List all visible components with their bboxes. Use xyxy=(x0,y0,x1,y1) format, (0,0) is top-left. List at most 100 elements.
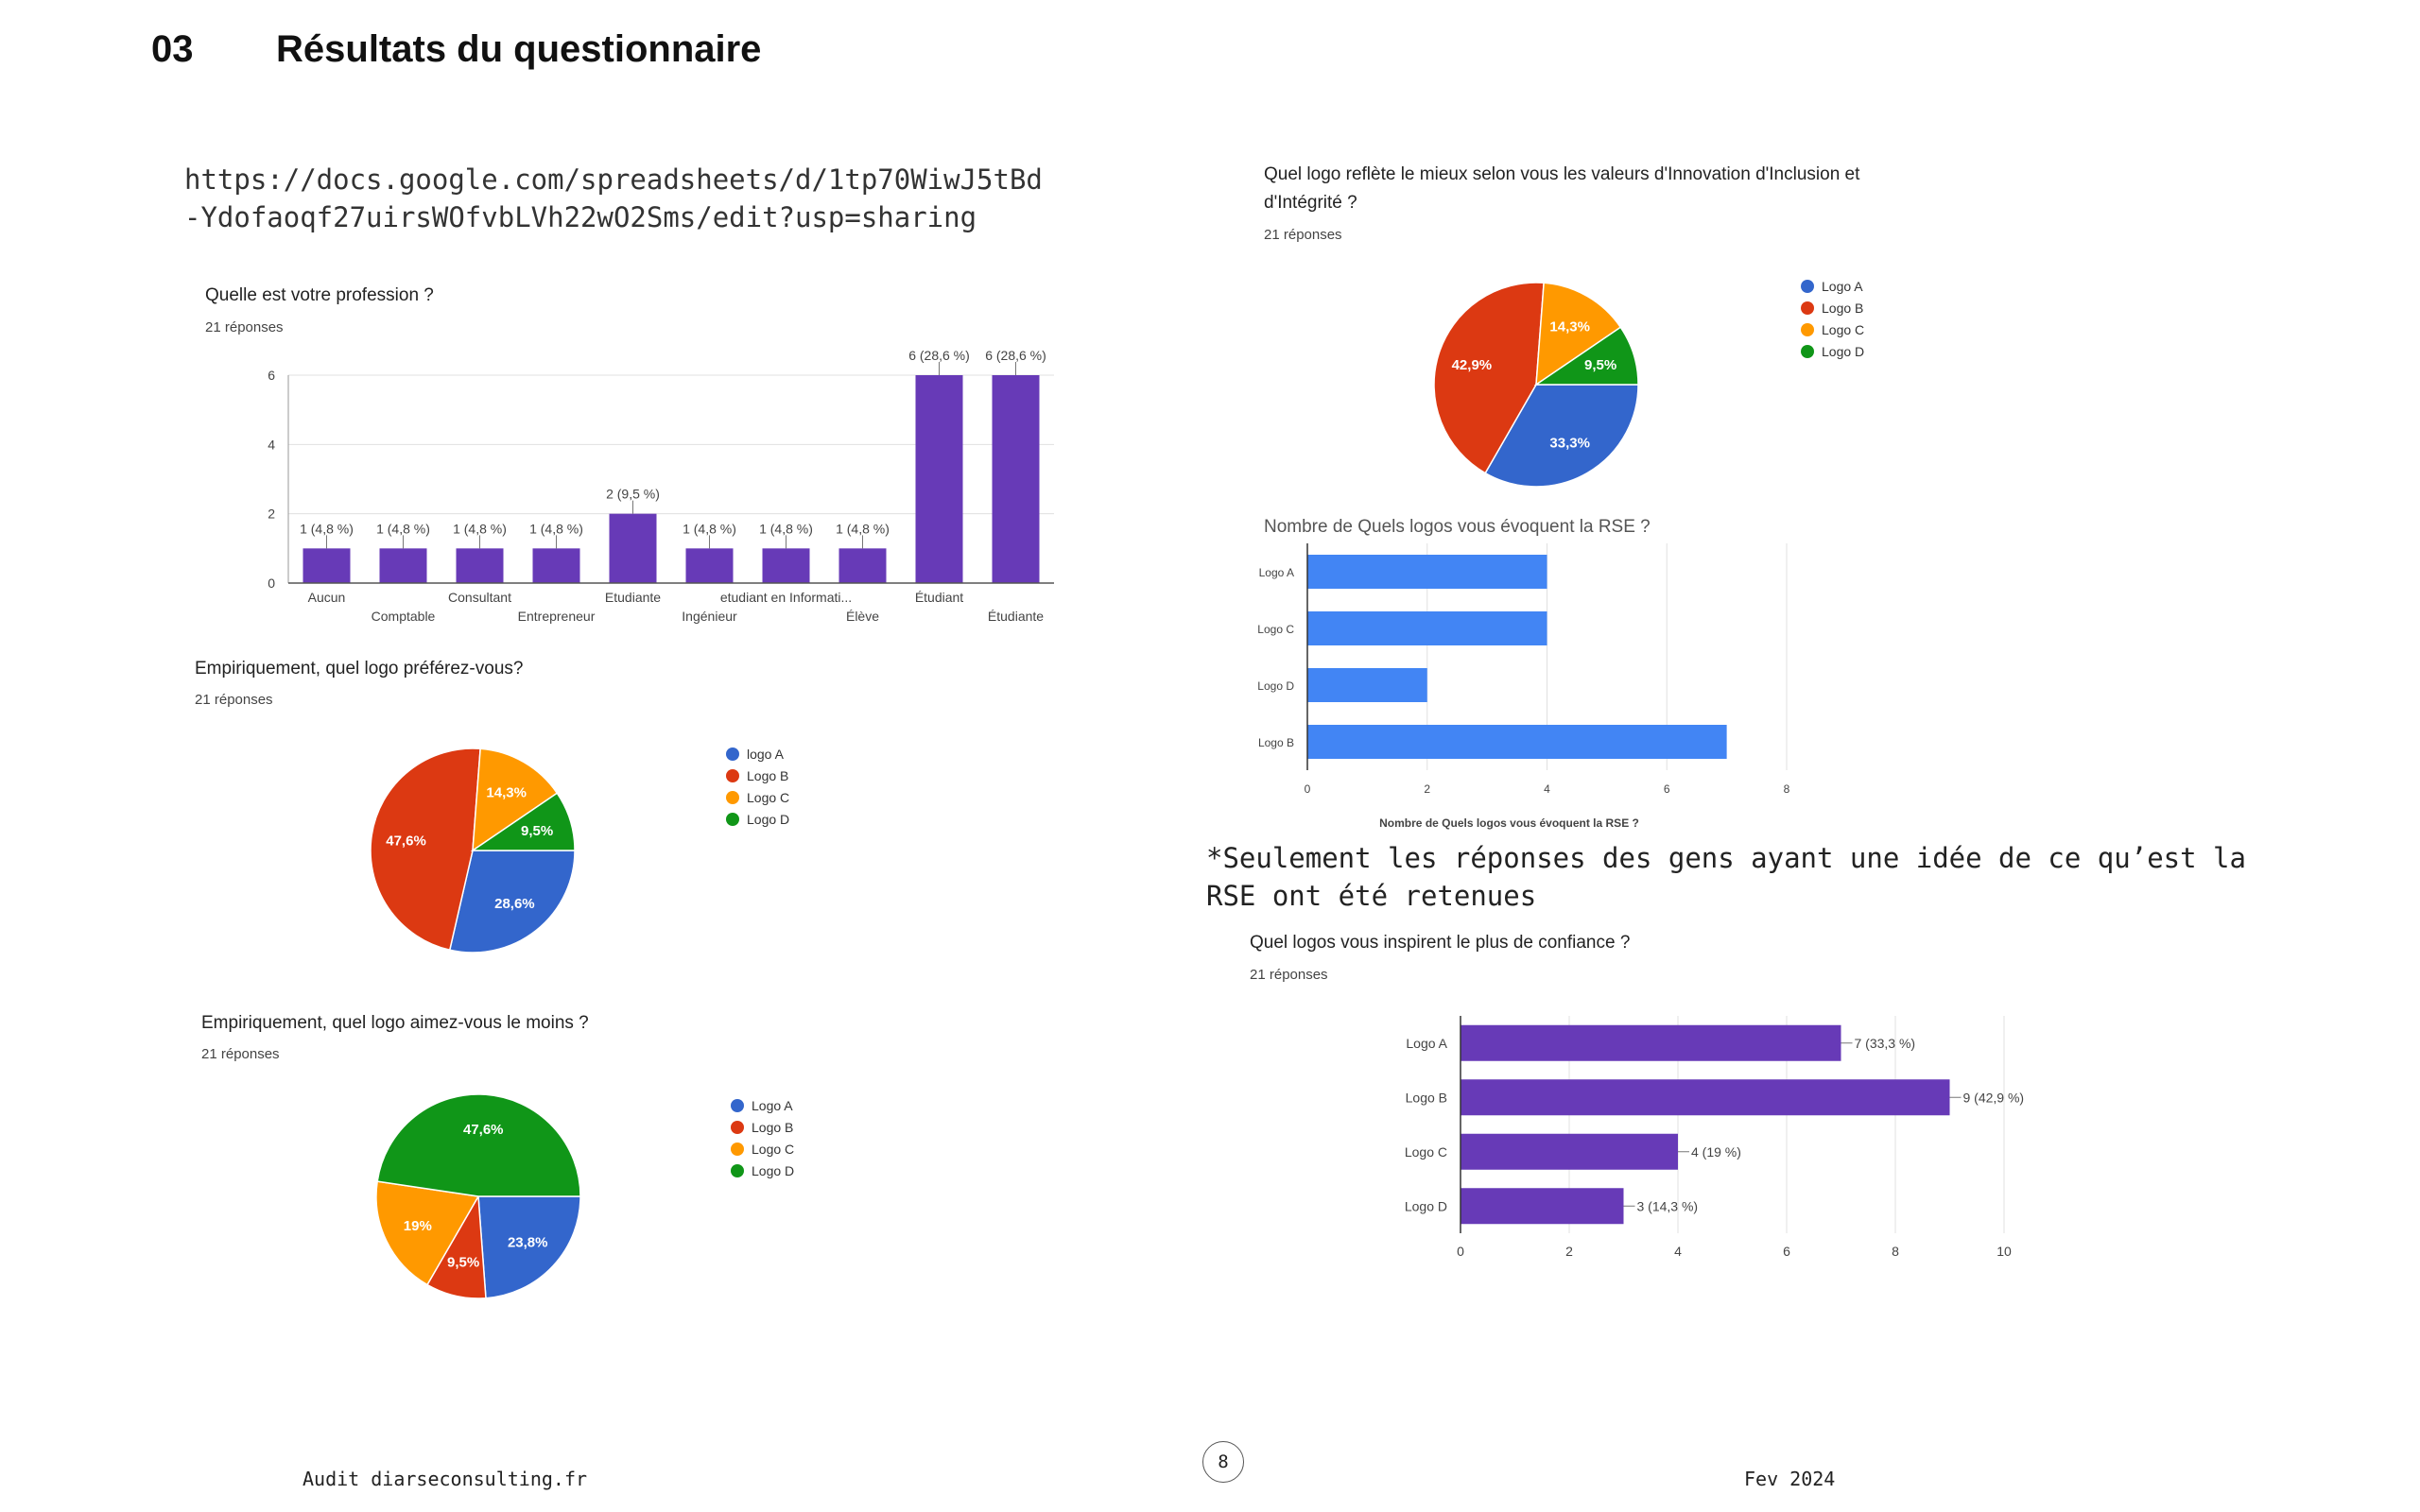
profession-y-tick: 6 xyxy=(268,368,275,383)
rse-y-tick: Logo C xyxy=(1257,623,1294,636)
prefer-legend-swatch xyxy=(726,813,739,826)
prefer-legend-label: Logo C xyxy=(747,790,789,805)
prefer-slice-label: 9,5% xyxy=(521,823,553,839)
profession-data-label: 1 (4,8 %) xyxy=(300,521,354,536)
least-slice-label: 19% xyxy=(404,1218,432,1234)
trust-data-label: 3 (14,3 %) xyxy=(1637,1198,1699,1213)
profession-x-tick: Aucun xyxy=(308,590,346,605)
trust-x-tick: 4 xyxy=(1674,1244,1682,1259)
profession-bar xyxy=(609,513,657,583)
profession-y-tick: 4 xyxy=(268,437,275,452)
profession-data-label: 1 (4,8 %) xyxy=(759,521,813,536)
least-legend-label: Logo C xyxy=(752,1142,794,1157)
rse-bar xyxy=(1307,725,1727,759)
values-slice xyxy=(1484,384,1639,488)
values-slice-label: 14,3% xyxy=(1549,318,1590,335)
profession-y-tick: 0 xyxy=(268,576,275,591)
profession-chart-title: Quelle est votre profession ? xyxy=(205,285,434,305)
profession-bar xyxy=(915,375,963,583)
prefer-legend-label: logo A xyxy=(747,747,785,762)
profession-x-tick: etudiant en Informati... xyxy=(720,590,852,605)
profession-data-label: 2 (9,5 %) xyxy=(606,487,660,502)
footer-date: Fev 2024 xyxy=(1744,1468,1836,1490)
trust-bar xyxy=(1461,1188,1624,1225)
rse-bar-chart: Nombre de Quels logos vous évoquent la R… xyxy=(1257,517,1789,830)
trust-bar xyxy=(1461,1079,1950,1116)
prefer-slice xyxy=(370,747,481,952)
profession-x-tick: Consultant xyxy=(448,590,511,605)
profession-data-label: 6 (28,6 %) xyxy=(908,348,970,363)
rse-chart-title: Nombre de Quels logos vous évoquent la R… xyxy=(1264,517,1651,537)
prefer-slice xyxy=(470,792,576,851)
trust-chart-title: Quel logos vous inspirent le plus de con… xyxy=(1250,933,1630,953)
prefer-slice-label: 14,3% xyxy=(486,784,527,800)
values-slice xyxy=(1535,282,1622,387)
values-chart-subtitle: 21 réponses xyxy=(1264,227,1342,243)
trust-y-tick: Logo A xyxy=(1406,1036,1447,1051)
rse-y-tick: Logo D xyxy=(1257,679,1294,693)
trust-x-tick: 10 xyxy=(1996,1244,2012,1259)
least-slice-label: 23,8% xyxy=(508,1235,548,1251)
prefer-slice xyxy=(472,747,559,852)
profession-x-tick: Etudiante xyxy=(605,590,661,605)
profession-x-tick: Entrepreneur xyxy=(518,609,596,624)
profession-bar xyxy=(992,375,1040,583)
prefer-legend-swatch xyxy=(726,747,739,761)
least-legend-label: Logo D xyxy=(752,1163,794,1178)
values-chart-title-line2: d'Intégrité ? xyxy=(1264,193,1357,213)
trust-x-tick: 0 xyxy=(1457,1244,1464,1259)
values-legend-label: Logo C xyxy=(1822,322,1864,337)
spreadsheet-link[interactable]: https://docs.google.com/spreadsheets/d/1… xyxy=(184,163,1043,233)
trust-y-tick: Logo D xyxy=(1405,1198,1447,1213)
trust-data-label: 4 (19 %) xyxy=(1691,1144,1741,1160)
prefer-slice-label: 28,6% xyxy=(494,896,535,912)
page-number: 8 xyxy=(1202,1441,1244,1483)
values-legend-label: Logo B xyxy=(1822,301,1863,316)
least-chart-title: Empiriquement, quel logo aimez-vous le m… xyxy=(201,1013,589,1033)
least-slice xyxy=(376,1093,581,1197)
section-title: Résultats du questionnaire xyxy=(276,28,762,70)
trust-y-tick: Logo C xyxy=(1405,1144,1447,1160)
least-legend-label: Logo B xyxy=(752,1120,793,1135)
rse-bar xyxy=(1307,611,1547,645)
rse-note: *Seulement les réponses des gens ayant u… xyxy=(1206,842,2246,912)
trust-bar xyxy=(1461,1133,1678,1170)
values-legend-label: Logo D xyxy=(1822,344,1864,359)
trust-x-tick: 2 xyxy=(1565,1244,1573,1259)
trust-y-tick: Logo B xyxy=(1406,1090,1447,1105)
values-legend-swatch xyxy=(1801,323,1814,336)
rse-x-tick: 4 xyxy=(1544,782,1550,796)
least-legend-swatch xyxy=(731,1143,744,1156)
rse-bar xyxy=(1307,555,1547,589)
profession-bar xyxy=(685,548,734,583)
values-legend-swatch xyxy=(1801,280,1814,293)
trust-data-label: 7 (33,3 %) xyxy=(1855,1036,1916,1051)
rse-x-tick: 0 xyxy=(1305,782,1311,796)
prefer-chart-subtitle: 21 réponses xyxy=(195,692,273,708)
least-legend-swatch xyxy=(731,1099,744,1112)
values-slice-label: 42,9% xyxy=(1452,357,1493,373)
profession-bar xyxy=(762,548,810,583)
profession-bar xyxy=(838,548,887,583)
profession-data-label: 1 (4,8 %) xyxy=(529,521,583,536)
profession-x-tick: Ingénieur xyxy=(682,609,737,624)
prefer-pie-chart: Empiriquement, quel logo préférez-vous? … xyxy=(195,659,789,954)
least-chart-subtitle: 21 réponses xyxy=(201,1046,280,1062)
rse-y-tick: Logo A xyxy=(1259,566,1294,579)
least-legend-label: Logo A xyxy=(752,1098,793,1113)
least-legend-swatch xyxy=(731,1121,744,1134)
least-slice xyxy=(375,1180,480,1286)
rse-x-axis-label: Nombre de Quels logos vous évoquent la R… xyxy=(1379,816,1639,830)
profession-chart-subtitle: 21 réponses xyxy=(205,319,284,335)
values-legend-swatch xyxy=(1801,301,1814,315)
footer-left-text: Audit diarseconsulting.fr xyxy=(302,1468,588,1490)
least-legend-swatch xyxy=(731,1164,744,1177)
values-legend-label: Logo A xyxy=(1822,279,1863,294)
least-slice xyxy=(477,1195,581,1299)
trust-x-tick: 6 xyxy=(1783,1244,1790,1259)
profession-data-label: 1 (4,8 %) xyxy=(376,521,430,536)
prefer-legend-swatch xyxy=(726,791,739,804)
profession-x-tick: Étudiant xyxy=(915,590,963,605)
rse-y-tick: Logo B xyxy=(1258,736,1294,749)
least-slice-label: 9,5% xyxy=(447,1254,479,1270)
